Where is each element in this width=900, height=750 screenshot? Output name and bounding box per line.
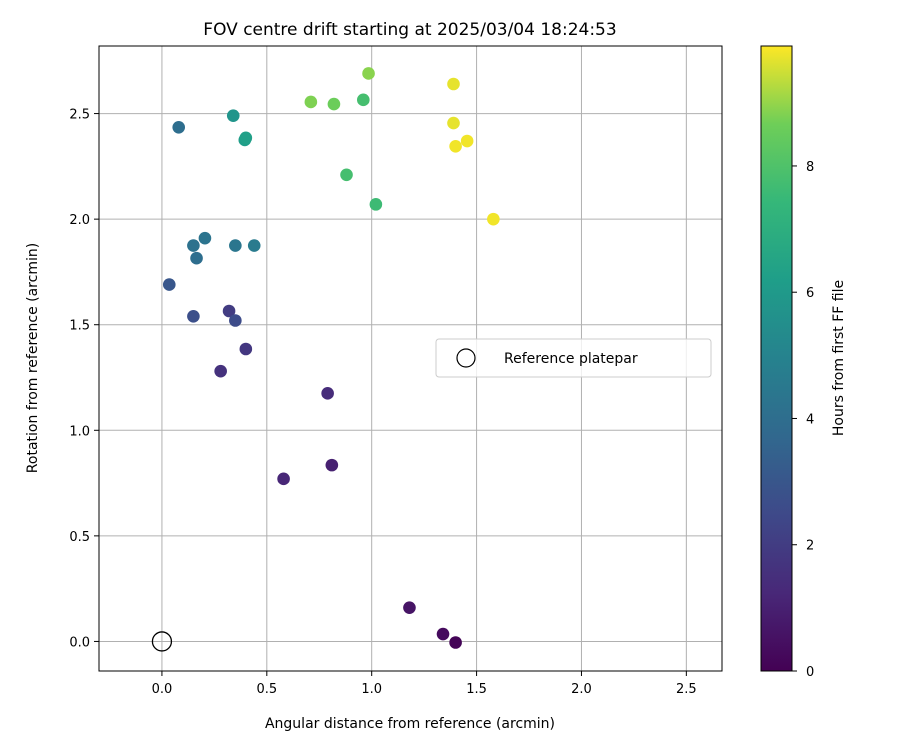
- data-point: [247, 239, 261, 252]
- data-point: [229, 314, 242, 327]
- legend-label: Reference platepar: [504, 351, 638, 367]
- data-point: [239, 131, 253, 145]
- data-point: [447, 116, 460, 130]
- data-point: [327, 97, 341, 111]
- colorbar-tick-label: 8: [806, 160, 814, 175]
- data-point: [449, 636, 462, 649]
- colorbar: 0 2 4 6 8 Hours from first FF file: [760, 45, 847, 680]
- data-point: [325, 458, 339, 472]
- data-point: [162, 278, 176, 291]
- x-tick-label: 2.5: [676, 682, 697, 697]
- y-axis-label: Rotation from reference (arcmin): [25, 243, 41, 473]
- data-point: [357, 93, 370, 107]
- x-tick-label: 1.5: [466, 682, 487, 697]
- reference-platepar-marker: [151, 631, 173, 652]
- plot-area: 0.0 0.5 1.0 1.5 2.0 2.5 0.0 0.5 1.0 1.5 2.0 2.5: [69, 45, 723, 697]
- data-point: [214, 364, 227, 378]
- data-point: [321, 387, 334, 400]
- data-point: [487, 212, 500, 226]
- data-point: [229, 239, 242, 252]
- data-point: [222, 304, 236, 318]
- chart-title: FOV centre drift starting at 2025/03/04 …: [203, 20, 616, 40]
- data-point: [460, 134, 474, 148]
- y-tick-label: 0.5: [69, 530, 90, 545]
- legend-box: [435, 338, 712, 378]
- data-point: [239, 342, 253, 356]
- data-point: [190, 251, 203, 265]
- data-point: [187, 239, 200, 252]
- colorbar-tick-label: 0: [806, 665, 814, 680]
- y-tick-label: 1.5: [69, 319, 90, 334]
- x-axis-ticks: 0.0 0.5 1.0 1.5 2.0 2.5: [152, 671, 697, 697]
- data-point: [362, 67, 375, 80]
- data-point: [187, 309, 200, 323]
- plot-frame: [98, 45, 723, 672]
- colorbar-gradient: [760, 45, 793, 672]
- data-point: [226, 109, 240, 122]
- colorbar-tick-label: 2: [806, 539, 814, 554]
- y-tick-label: 0.0: [69, 635, 90, 650]
- x-tick-label: 0.0: [152, 682, 173, 697]
- data-point: [198, 231, 212, 245]
- y-tick-label: 1.0: [69, 424, 90, 439]
- data-point: [403, 601, 416, 614]
- y-tick-label: 2.5: [69, 108, 90, 123]
- legend: Reference platepar: [435, 338, 712, 378]
- legend-marker: [456, 348, 476, 368]
- colorbar-tick-label: 4: [806, 412, 814, 427]
- data-point: [304, 95, 318, 109]
- colorbar-tick-label: 6: [806, 286, 814, 301]
- data-point: [172, 120, 186, 134]
- data-point: [340, 168, 353, 182]
- y-axis-ticks: 0.0 0.5 1.0 1.5 2.0 2.5: [69, 108, 99, 650]
- x-tick-label: 0.5: [256, 682, 277, 697]
- x-tick-label: 2.0: [571, 682, 592, 697]
- colorbar-label: Hours from first FF file: [831, 280, 847, 436]
- y-tick-label: 2.0: [69, 213, 90, 228]
- data-point: [449, 139, 462, 153]
- colorbar-ticks: 0 2 4 6 8: [792, 160, 814, 680]
- data-point: [447, 77, 460, 91]
- x-axis-label: Angular distance from reference (arcmin): [265, 716, 555, 732]
- x-tick-label: 1.0: [361, 682, 382, 697]
- data-point: [277, 472, 290, 486]
- data-point: [369, 198, 383, 211]
- scatter-points: [151, 67, 500, 652]
- data-point: [436, 627, 450, 641]
